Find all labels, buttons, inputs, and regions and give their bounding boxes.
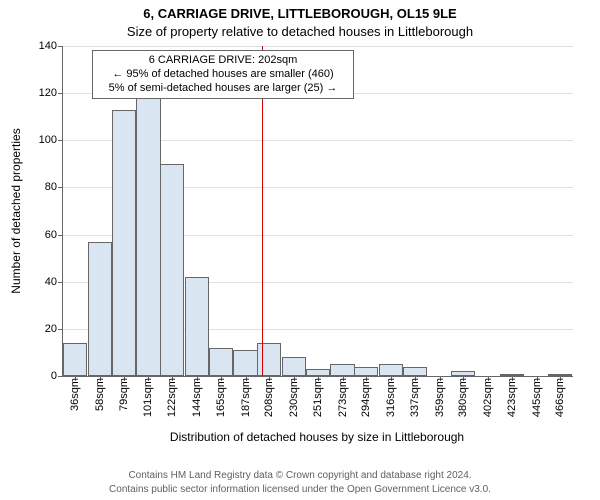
histogram-bar <box>160 164 184 376</box>
gridline <box>63 46 573 47</box>
ytick-label: 100 <box>39 134 63 146</box>
xtick-label: 122sqm <box>166 378 178 417</box>
chart-subtitle: Size of property relative to detached ho… <box>0 24 600 39</box>
ytick-label: 80 <box>45 181 63 193</box>
ytick-label: 140 <box>39 40 63 52</box>
annotation-line: ← 95% of detached houses are smaller (46… <box>99 68 347 82</box>
ytick-label: 60 <box>45 229 63 241</box>
histogram-bar <box>257 343 281 376</box>
y-axis-label: Number of detached properties <box>9 128 23 293</box>
histogram-bar <box>88 242 112 376</box>
chart-frame: 6, CARRIAGE DRIVE, LITTLEBOROUGH, OL15 9… <box>0 0 600 500</box>
histogram-bar <box>136 98 160 376</box>
xtick-label: 165sqm <box>215 378 227 417</box>
ytick-label: 40 <box>45 276 63 288</box>
credit-line-1: Contains HM Land Registry data © Crown c… <box>0 470 600 481</box>
xtick-label: 187sqm <box>240 378 252 417</box>
credit-line-2: Contains public sector information licen… <box>0 484 600 495</box>
xtick-label: 58sqm <box>94 378 106 411</box>
xtick-label: 251sqm <box>312 378 324 417</box>
xtick-label: 337sqm <box>409 378 421 417</box>
xtick-label: 380sqm <box>457 378 469 417</box>
annotation-line: 6 CARRIAGE DRIVE: 202sqm <box>99 54 347 68</box>
xtick-label: 79sqm <box>118 378 130 411</box>
xtick-label: 466sqm <box>554 378 566 417</box>
xtick-label: 316sqm <box>385 378 397 417</box>
xtick-label: 294sqm <box>360 378 372 417</box>
histogram-bar <box>282 357 306 376</box>
xtick-label: 208sqm <box>263 378 275 417</box>
histogram-bar <box>233 350 257 376</box>
xtick-label: 144sqm <box>191 378 203 417</box>
ytick-label: 20 <box>45 323 63 335</box>
xtick-label: 230sqm <box>288 378 300 417</box>
xtick-label: 423sqm <box>506 378 518 417</box>
histogram-bar <box>306 369 330 376</box>
xtick-label: 36sqm <box>69 378 81 411</box>
ytick-label: 120 <box>39 87 63 99</box>
ytick-label: 0 <box>51 370 63 382</box>
histogram-bar <box>330 364 354 376</box>
chart-title: 6, CARRIAGE DRIVE, LITTLEBOROUGH, OL15 9… <box>0 6 600 21</box>
histogram-bar <box>112 110 136 376</box>
annotation-line: 5% of semi-detached houses are larger (2… <box>99 82 347 96</box>
x-axis-label: Distribution of detached houses by size … <box>170 430 464 444</box>
histogram-bar <box>209 348 233 376</box>
annotation-box: 6 CARRIAGE DRIVE: 202sqm← 95% of detache… <box>92 50 354 99</box>
histogram-bar <box>185 277 209 376</box>
xtick-label: 101sqm <box>142 378 154 417</box>
histogram-bar <box>63 343 87 376</box>
xtick-label: 445sqm <box>531 378 543 417</box>
histogram-bar <box>354 367 378 376</box>
histogram-bar <box>379 364 403 376</box>
xtick-label: 359sqm <box>434 378 446 417</box>
xtick-label: 273sqm <box>337 378 349 417</box>
xtick-label: 402sqm <box>482 378 494 417</box>
histogram-bar <box>403 367 427 376</box>
